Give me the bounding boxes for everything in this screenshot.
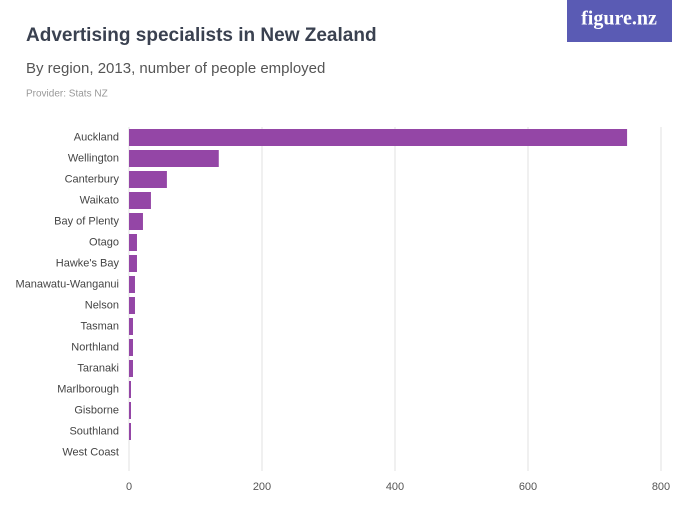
x-tick-label: 400 <box>386 481 404 493</box>
x-tick-label: 0 <box>126 481 132 493</box>
source: Provider: Stats NZ <box>26 89 108 100</box>
y-tick-label: Auckland <box>74 131 119 143</box>
bar <box>129 171 167 188</box>
bar <box>129 276 135 293</box>
y-tick-label: Waikato <box>80 194 119 206</box>
y-tick-label: Northland <box>71 341 119 353</box>
y-tick-label: Marlborough <box>57 383 119 395</box>
y-tick-label: Tasman <box>80 320 119 332</box>
y-tick-label: West Coast <box>62 446 119 458</box>
bar <box>129 213 143 230</box>
bar <box>129 234 137 251</box>
y-tick-label: Canterbury <box>65 173 120 185</box>
bar <box>129 297 135 314</box>
bar <box>129 150 219 167</box>
bar <box>129 129 628 146</box>
bar <box>129 339 133 356</box>
bar <box>129 360 133 377</box>
bar <box>129 192 151 209</box>
chart-subtitle: By region, 2013, number of people employ… <box>26 60 325 77</box>
x-tick-label: 600 <box>519 481 537 493</box>
y-tick-label: Wellington <box>68 152 119 164</box>
y-tick-label: Gisborne <box>74 404 119 416</box>
bar <box>129 402 131 419</box>
x-tick-label: 200 <box>253 481 271 493</box>
y-tick-label: Taranaki <box>77 362 119 374</box>
y-tick-label: Hawke's Bay <box>56 257 120 269</box>
bar <box>129 423 131 440</box>
y-tick-label: Nelson <box>85 299 119 311</box>
logo: figure.nz <box>581 8 657 30</box>
y-tick-label: Manawatu-Wanganui <box>15 278 119 290</box>
chart-title: Advertising specialists in New Zealand <box>26 25 377 46</box>
y-tick-label: Bay of Plenty <box>54 215 119 227</box>
logo-box <box>567 0 672 42</box>
bar <box>129 381 131 398</box>
y-tick-label: Southland <box>69 425 119 437</box>
bar <box>129 318 133 335</box>
x-tick-label: 800 <box>652 481 670 493</box>
y-tick-label: Otago <box>89 236 119 248</box>
bar <box>129 255 137 272</box>
